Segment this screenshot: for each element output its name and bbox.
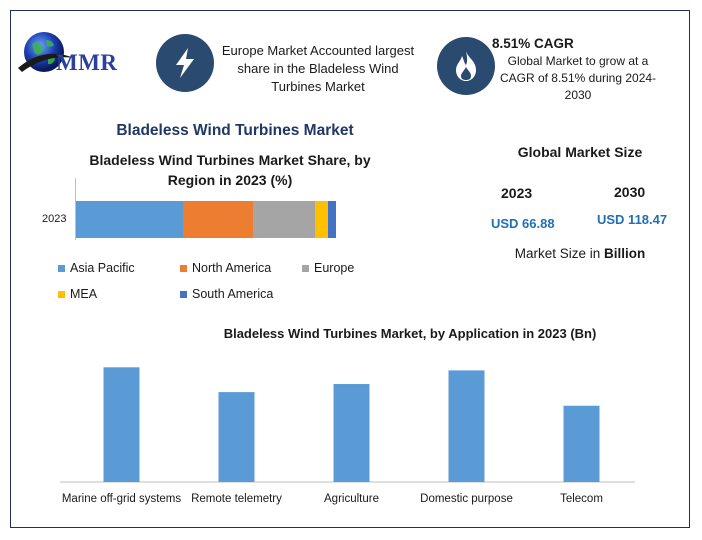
application-bar-agriculture [333,384,370,482]
mmr-logo: MMR [14,28,144,84]
legend-label: MEA [70,287,98,301]
year-2023-label: 2023 [501,185,533,201]
legend-swatch [180,290,187,298]
application-chart-title: Bladeless Wind Turbines Market, by Appli… [223,326,597,341]
flame-icon [437,37,495,95]
year-2030-label: 2030 [614,184,646,200]
application-category-label: Agriculture [324,493,379,505]
application-bar-telecom [563,405,600,482]
legend-item-asia-pacific: Asia Pacific [58,261,135,275]
legend-swatch [180,264,187,272]
application-bar-domestic-purpose [448,370,485,482]
legend-swatch [58,290,65,298]
share-segment-south-america [328,201,336,238]
application-category-label: Domestic purpose [420,493,513,505]
legend-label: South America [192,287,274,301]
unit-bold: Billion [604,246,646,261]
application-category-label: Telecom [560,493,603,505]
application-bar-chart: Marine off-grid systems Remote telemetry A… [60,367,635,505]
application-category-label: Marine off-grid systems [62,493,182,505]
share-chart-axis [75,178,76,240]
legend-item-south-america: South America [180,287,273,301]
value-2030: USD 118.47 [597,212,668,227]
logo-text: MMR [56,50,118,75]
share-segment-north-america [182,201,254,238]
share-segment-europe [252,201,317,238]
cagr-text: Global Market to grow at a CAGR of 8.51%… [499,54,657,102]
share-stacked-bar [76,201,336,238]
application-category-label: Remote telemetry [191,493,282,505]
legend-label: North America [192,261,272,275]
legend-item-europe: Europe [302,261,354,275]
value-2023: USD 66.88 [491,216,555,231]
market-size-unit: Market Size in Billion [475,246,685,261]
share-segment-asia-pacific [76,201,184,238]
main-title: Bladeless Wind Turbines Market [116,122,354,139]
europe-share-text: Europe Market Accounted largest share in… [221,43,415,94]
unit-prefix: Market Size in [514,246,605,261]
legend-label: Asia Pacific [70,261,135,275]
application-bar-marine-off-grid-systems [103,367,140,482]
globe-icon [18,32,74,72]
share-segment-mea [315,201,330,238]
application-bar-remote-telemetry [218,392,255,482]
legend-item-north-america: North America [180,261,271,275]
share-chart-category-label: 2023 [42,213,67,225]
legend-swatch [302,264,309,272]
share-chart-title: Bladeless Wind Turbines Market Share, by… [89,152,371,188]
lightning-bolt-icon [156,34,214,92]
legend-item-mea: MEA [58,287,97,301]
share-chart-legend: Asia Pacific North America Europe MEA South … [58,261,378,311]
cagr-title: 8.51% CAGR [492,36,574,51]
global-market-size-title: Global Market Size [517,144,643,160]
legend-swatch [58,264,65,272]
legend-label: Europe [314,261,355,275]
